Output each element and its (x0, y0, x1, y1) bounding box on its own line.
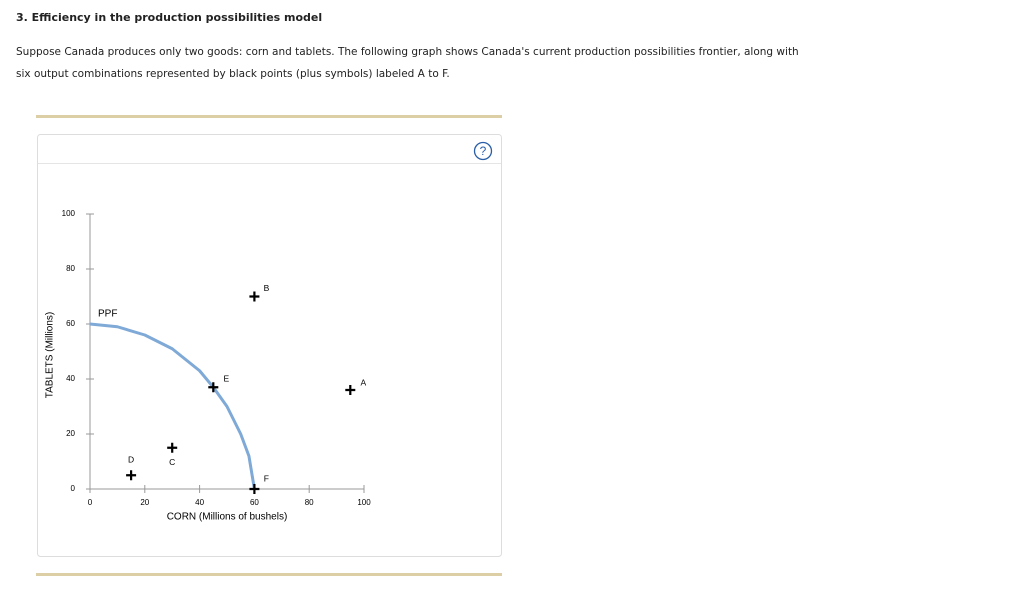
intro-line: Suppose Canada produces only two goods: … (16, 46, 799, 58)
point-marker (249, 291, 260, 302)
point-label: E (223, 374, 229, 384)
intro-line: six output combinations represented by b… (16, 68, 450, 80)
x-axis-label: CORN (Millions of bushels) (167, 512, 288, 523)
divider (36, 115, 502, 118)
point-marker (126, 470, 137, 481)
help-button[interactable] (473, 141, 493, 161)
point-marker (208, 382, 219, 393)
x-tick-label: 0 (88, 498, 93, 507)
point-label: A (360, 377, 366, 387)
divider (36, 573, 502, 576)
point-label: C (169, 457, 175, 467)
x-tick-label: 60 (250, 498, 259, 507)
x-tick-label: 20 (140, 498, 149, 507)
graph-box (37, 134, 502, 557)
x-tick-label: 40 (195, 498, 204, 507)
question-title: 3. Efficiency in the production possibil… (16, 11, 323, 24)
point-label: D (128, 455, 134, 465)
point-marker (249, 484, 260, 494)
point-label: F (264, 473, 269, 483)
ppf-label: PPF (98, 309, 117, 320)
ppf-curve (89, 322, 256, 490)
point-label: B (264, 283, 270, 293)
y-axis-label: TABLETS (Millions) (45, 312, 56, 399)
y-tick-label: 100 (62, 209, 76, 218)
y-tick-label: 20 (66, 429, 75, 438)
y-tick-label: 0 (71, 484, 76, 493)
help-icon[interactable]: ? (480, 144, 487, 158)
point-marker (167, 442, 178, 453)
x-tick-label: 100 (357, 498, 371, 507)
x-tick-label: 80 (305, 498, 314, 507)
point-marker (345, 385, 356, 395)
y-tick-label: 60 (66, 319, 75, 328)
y-tick-label: 80 (66, 264, 75, 273)
y-tick-label: 40 (66, 374, 75, 383)
